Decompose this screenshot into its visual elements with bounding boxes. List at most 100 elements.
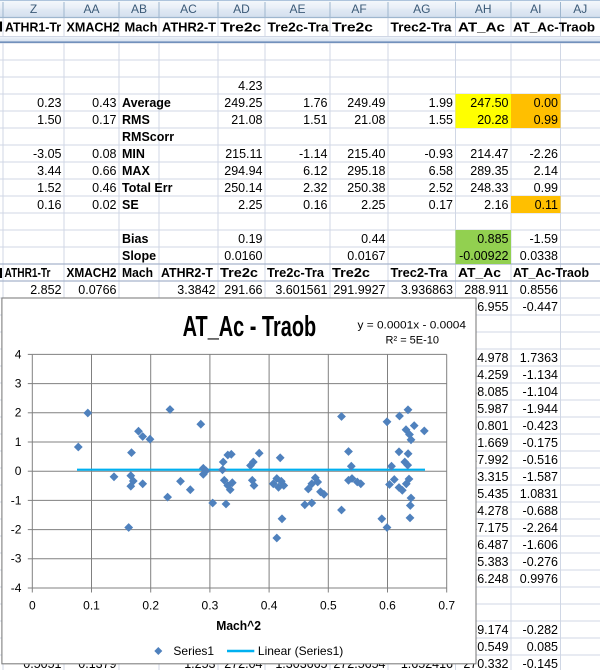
svg-text:291.9927: 291.9927 (333, 283, 385, 297)
svg-text:y = 0.0001x - 0.0004: y = 0.0001x - 0.0004 (358, 320, 467, 332)
svg-text:Slope: Slope (122, 249, 156, 263)
svg-text:21.08: 21.08 (354, 113, 385, 127)
svg-text:0.99: 0.99 (534, 113, 558, 127)
svg-text:249.49: 249.49 (347, 96, 385, 110)
svg-text:2.25: 2.25 (361, 198, 385, 212)
svg-text:-2.264: -2.264 (523, 521, 558, 535)
svg-text:AT_Ac-Traob: AT_Ac-Traob (513, 20, 595, 35)
svg-text:1.99: 1.99 (429, 96, 453, 110)
svg-text:248.33: 248.33 (470, 181, 508, 195)
svg-text:0.46: 0.46 (92, 181, 116, 195)
svg-text:AF: AF (351, 2, 366, 16)
svg-text:Mach: Mach (125, 20, 158, 35)
svg-text:0.16: 0.16 (37, 198, 61, 212)
svg-text:-0.93: -0.93 (425, 147, 454, 161)
svg-text:0.2: 0.2 (142, 599, 159, 613)
svg-text:0.0338: 0.0338 (520, 249, 558, 263)
svg-text:4: 4 (15, 347, 22, 361)
svg-text:-0.276: -0.276 (523, 555, 558, 569)
svg-text:1.51: 1.51 (303, 113, 327, 127)
svg-text:-0.423: -0.423 (523, 419, 558, 433)
svg-text:2.52: 2.52 (429, 181, 453, 195)
svg-text:3.936863: 3.936863 (401, 283, 453, 297)
svg-text:ATHR1-Tr: ATHR1-Tr (5, 266, 51, 280)
svg-text:AJ: AJ (573, 2, 587, 16)
svg-text:250.38: 250.38 (347, 181, 385, 195)
svg-text:Bias: Bias (122, 232, 148, 246)
svg-text:Total Err: Total Err (122, 181, 173, 195)
svg-text:0.99: 0.99 (534, 181, 558, 195)
svg-text:0.08: 0.08 (92, 147, 116, 161)
svg-text:1.7363: 1.7363 (520, 351, 558, 365)
svg-text:289.35: 289.35 (470, 164, 508, 178)
svg-text:-0.145: -0.145 (523, 657, 558, 670)
svg-text:Series1: Series1 (173, 644, 214, 658)
svg-text:AT_Ac-Traob: AT_Ac-Traob (513, 266, 589, 280)
svg-text:215.11: 215.11 (225, 147, 262, 161)
svg-text:ATHR1-Tr: ATHR1-Tr (5, 20, 61, 35)
svg-text:0.3: 0.3 (202, 599, 219, 613)
svg-text:-1.59: -1.59 (530, 232, 559, 246)
svg-text:-1.587: -1.587 (523, 470, 558, 484)
svg-text:-4: -4 (11, 581, 22, 595)
svg-text:3.44: 3.44 (37, 164, 61, 178)
svg-text:-3: -3 (11, 552, 22, 566)
svg-text:AI: AI (530, 2, 541, 16)
svg-text:0.17: 0.17 (429, 198, 453, 212)
svg-text:1.76: 1.76 (303, 96, 327, 110)
svg-text:0.085: 0.085 (527, 640, 558, 654)
svg-text:247.50: 247.50 (470, 96, 508, 110)
svg-text:AB: AB (131, 2, 147, 16)
svg-text:RMScorr: RMScorr (122, 130, 174, 144)
svg-text:3.601561: 3.601561 (275, 283, 327, 297)
svg-text:0.0167: 0.0167 (347, 249, 385, 263)
svg-text:AT_Ac: AT_Ac (458, 20, 505, 35)
svg-text:295.18: 295.18 (347, 164, 385, 178)
svg-text:2.852: 2.852 (30, 283, 61, 297)
svg-text:2.14: 2.14 (534, 164, 558, 178)
svg-text:20.28: 20.28 (477, 113, 508, 127)
svg-text:0.6: 0.6 (379, 599, 396, 613)
svg-text:Trec2-Tra: Trec2-Tra (391, 266, 449, 280)
svg-text:1.55: 1.55 (429, 113, 453, 127)
svg-text:Mach: Mach (122, 266, 153, 280)
svg-text:-1.104: -1.104 (523, 385, 558, 399)
svg-text:-2.26: -2.26 (530, 147, 559, 161)
svg-text:-0.447: -0.447 (523, 300, 558, 314)
svg-text:SE: SE (122, 198, 139, 212)
svg-text:0.4: 0.4 (261, 599, 278, 613)
svg-text:0.23: 0.23 (37, 96, 61, 110)
svg-text:0.43: 0.43 (92, 96, 116, 110)
svg-text:AA: AA (83, 2, 99, 16)
svg-text:Trec2-Tra: Trec2-Tra (391, 20, 453, 35)
svg-text:0.8556: 0.8556 (520, 283, 558, 297)
svg-text:2: 2 (15, 406, 22, 420)
svg-text:Linear (Series1): Linear (Series1) (258, 644, 343, 658)
svg-text:0.9976: 0.9976 (520, 572, 558, 586)
svg-text:249.25: 249.25 (224, 96, 262, 110)
svg-text:3.3842: 3.3842 (177, 283, 215, 297)
svg-text:Tre2c: Tre2c (332, 20, 373, 35)
svg-text:0.1: 0.1 (83, 599, 100, 613)
svg-text:1.50: 1.50 (37, 113, 61, 127)
svg-text:MAX: MAX (122, 164, 150, 178)
svg-text:AD: AD (233, 2, 250, 16)
svg-text:Tre2c-Tra: Tre2c-Tra (267, 266, 325, 280)
svg-text:291.66: 291.66 (224, 283, 262, 297)
svg-text:AT_Ac - Traob: AT_Ac - Traob (183, 311, 317, 343)
svg-text:4.23: 4.23 (238, 79, 262, 93)
svg-text:0.0160: 0.0160 (224, 249, 262, 263)
svg-text:-0.516: -0.516 (523, 453, 558, 467)
svg-text:-1.134: -1.134 (523, 368, 558, 382)
svg-text:-3.05: -3.05 (33, 147, 62, 161)
svg-text:288.911: 288.911 (464, 283, 508, 297)
svg-text:21.08: 21.08 (231, 113, 262, 127)
svg-text:1.0831: 1.0831 (520, 487, 558, 501)
svg-text:0: 0 (15, 464, 22, 478)
svg-text:AG: AG (413, 2, 430, 16)
svg-text:Tre2c: Tre2c (220, 266, 258, 280)
svg-text:-1.14: -1.14 (299, 147, 328, 161)
svg-text:-0.00922: -0.00922 (459, 249, 508, 263)
svg-text:294.94: 294.94 (224, 164, 262, 178)
svg-text:Mach^2: Mach^2 (216, 618, 261, 633)
